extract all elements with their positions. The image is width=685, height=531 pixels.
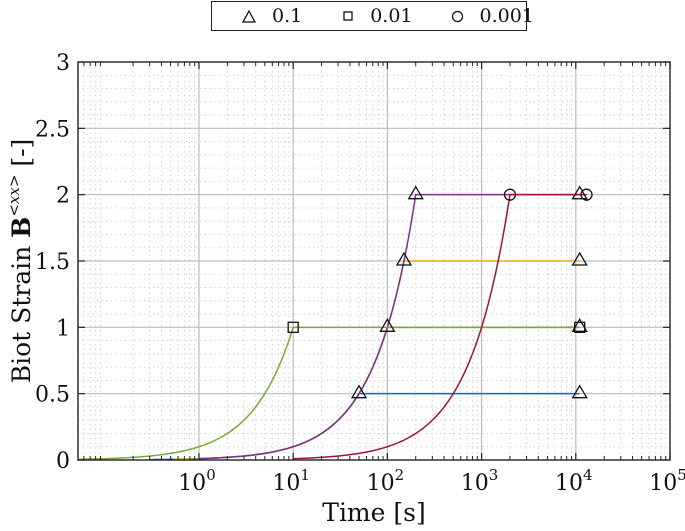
circle-marker-icon (451, 10, 463, 22)
y-tick-label: 1.5 (35, 250, 70, 275)
data-series (77, 193, 587, 461)
square-marker-icon (343, 11, 353, 21)
axis-ticks (78, 61, 671, 461)
x-tick-label: 101 (272, 466, 310, 496)
square-marker-icon (574, 321, 586, 333)
series-line-3 (198, 193, 580, 460)
y-tick-label: 3 (56, 51, 70, 76)
legend: 0.1 0.01 0.001 (211, 1, 534, 31)
y-axis-label: Biot Strain B<xx> [-] (5, 139, 36, 384)
data-markers (287, 185, 593, 399)
triangle-marker-icon (350, 384, 368, 399)
series-line-4 (77, 326, 580, 461)
triangle-marker-icon (407, 185, 424, 200)
series-line-5 (293, 193, 587, 460)
x-tick-label: 104 (555, 466, 593, 496)
x-tick-label: 100 (178, 466, 216, 496)
circle-marker-icon (580, 188, 593, 201)
legend-item-0.001: 0.001 (451, 5, 534, 27)
triangle-marker-icon (379, 318, 396, 332)
legend-item-0.1: 0.1 (242, 5, 302, 27)
x-axis-label: Time [s] (322, 498, 425, 527)
triangle-marker-icon (571, 185, 588, 200)
series-line-1 (174, 260, 580, 461)
triangle-marker-icon (571, 384, 588, 399)
triangle-marker-icon (571, 318, 588, 332)
x-tick-label: 102 (367, 466, 405, 496)
series-line-0 (149, 392, 580, 461)
y-tick-labels: 0 0.5 1 1.5 2 2.5 3 (35, 51, 70, 474)
x-tick-label: 103 (461, 466, 499, 496)
triangle-marker-icon (242, 9, 256, 23)
triangle-marker-icon (395, 251, 413, 266)
y-tick-label: 0.5 (35, 383, 70, 408)
major-grid (78, 62, 670, 460)
y-tick-label: 0 (56, 449, 70, 474)
x-tick-label: 105 (649, 466, 685, 496)
square-marker-icon (287, 321, 299, 333)
y-tick-label: 2.5 (35, 117, 70, 142)
y-tick-label: 1 (56, 316, 70, 341)
y-tick-label: 2 (56, 184, 70, 209)
legend-item-0.01: 0.01 (342, 5, 413, 27)
circle-marker-icon (503, 188, 517, 201)
triangle-marker-icon (571, 251, 588, 266)
x-tick-labels: 100 101 102 103 104 105 (178, 466, 685, 496)
